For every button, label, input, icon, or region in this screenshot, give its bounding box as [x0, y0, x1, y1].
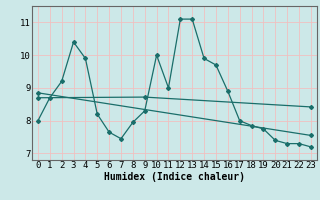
X-axis label: Humidex (Indice chaleur): Humidex (Indice chaleur): [104, 172, 245, 182]
